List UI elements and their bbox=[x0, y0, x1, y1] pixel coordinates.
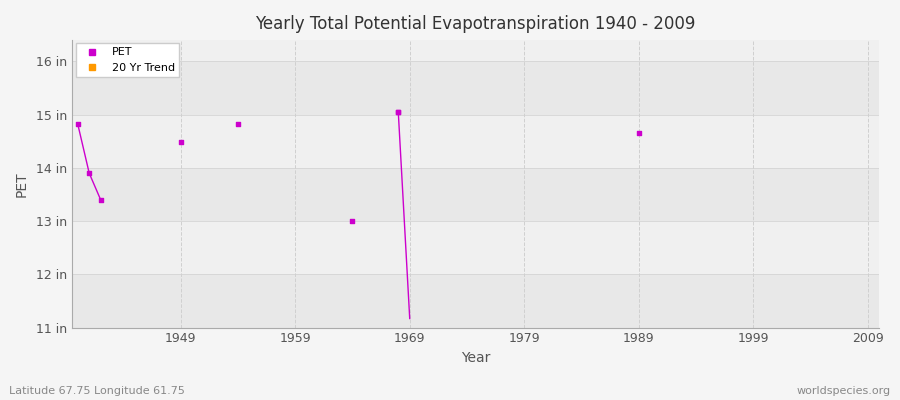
Text: Latitude 67.75 Longitude 61.75: Latitude 67.75 Longitude 61.75 bbox=[9, 386, 184, 396]
Point bbox=[632, 130, 646, 136]
Point bbox=[230, 121, 245, 128]
Point bbox=[174, 139, 188, 146]
Point bbox=[392, 109, 406, 115]
Point bbox=[346, 218, 360, 224]
Point bbox=[94, 197, 108, 203]
Bar bbox=[72, 62, 879, 115]
Title: Yearly Total Potential Evapotranspiration 1940 - 2009: Yearly Total Potential Evapotranspiratio… bbox=[256, 15, 696, 33]
Point bbox=[392, 109, 406, 115]
Text: worldspecies.org: worldspecies.org bbox=[796, 386, 891, 396]
Bar bbox=[72, 274, 879, 328]
Point bbox=[70, 121, 85, 128]
Point bbox=[82, 170, 96, 176]
Y-axis label: PET: PET bbox=[15, 171, 29, 197]
Legend: PET, 20 Yr Trend: PET, 20 Yr Trend bbox=[76, 43, 179, 78]
X-axis label: Year: Year bbox=[461, 351, 491, 365]
Bar bbox=[72, 168, 879, 221]
